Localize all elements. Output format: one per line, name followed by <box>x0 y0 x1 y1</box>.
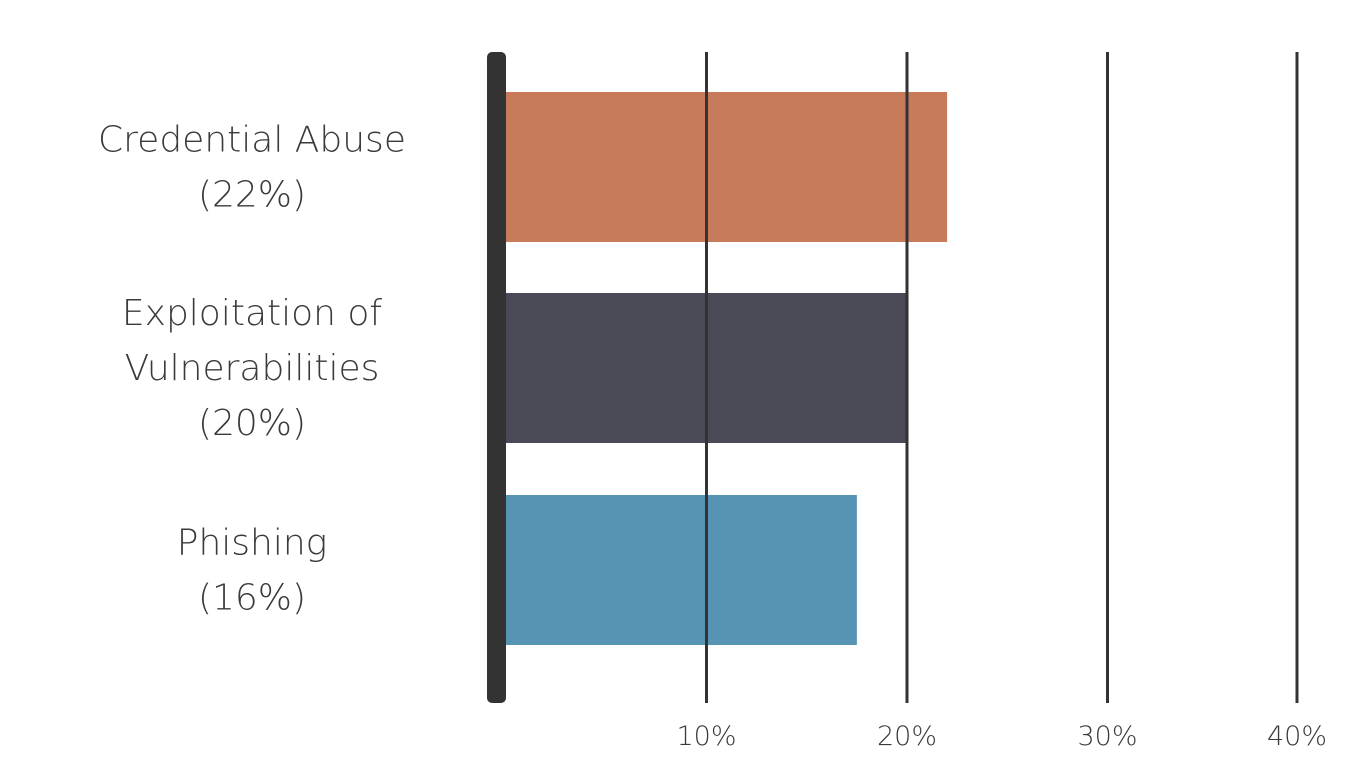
y-axis-layer <box>487 52 506 703</box>
tick-labels-layer: 10% 20% 30% 40% <box>676 721 1327 752</box>
category-label-1-line-1: Vulnerabilities <box>125 348 380 389</box>
bars-layer <box>506 92 948 645</box>
bar-0 <box>506 92 948 242</box>
category-label-1-line-2: (20%) <box>198 403 306 444</box>
x-tick-label-2: 30% <box>1077 721 1137 752</box>
y-axis-line <box>487 52 506 703</box>
category-label-1-line-0: Exploitation of <box>122 293 383 334</box>
x-tick-label-0: 10% <box>676 721 736 752</box>
x-tick-label-1: 20% <box>877 721 937 752</box>
x-tick-label-3: 40% <box>1267 721 1327 752</box>
category-label-2-line-0: Phishing <box>177 523 328 564</box>
gridlines-layer <box>705 52 1299 703</box>
category-labels-layer: Credential Abuse (22%) Exploitation of Vuln… <box>98 120 406 619</box>
category-label-0-line-1: (22%) <box>198 175 306 216</box>
bar-2 <box>506 495 857 645</box>
category-label-2-line-1: (16%) <box>198 578 306 619</box>
category-label-0-line-0: Credential Abuse <box>98 120 406 161</box>
